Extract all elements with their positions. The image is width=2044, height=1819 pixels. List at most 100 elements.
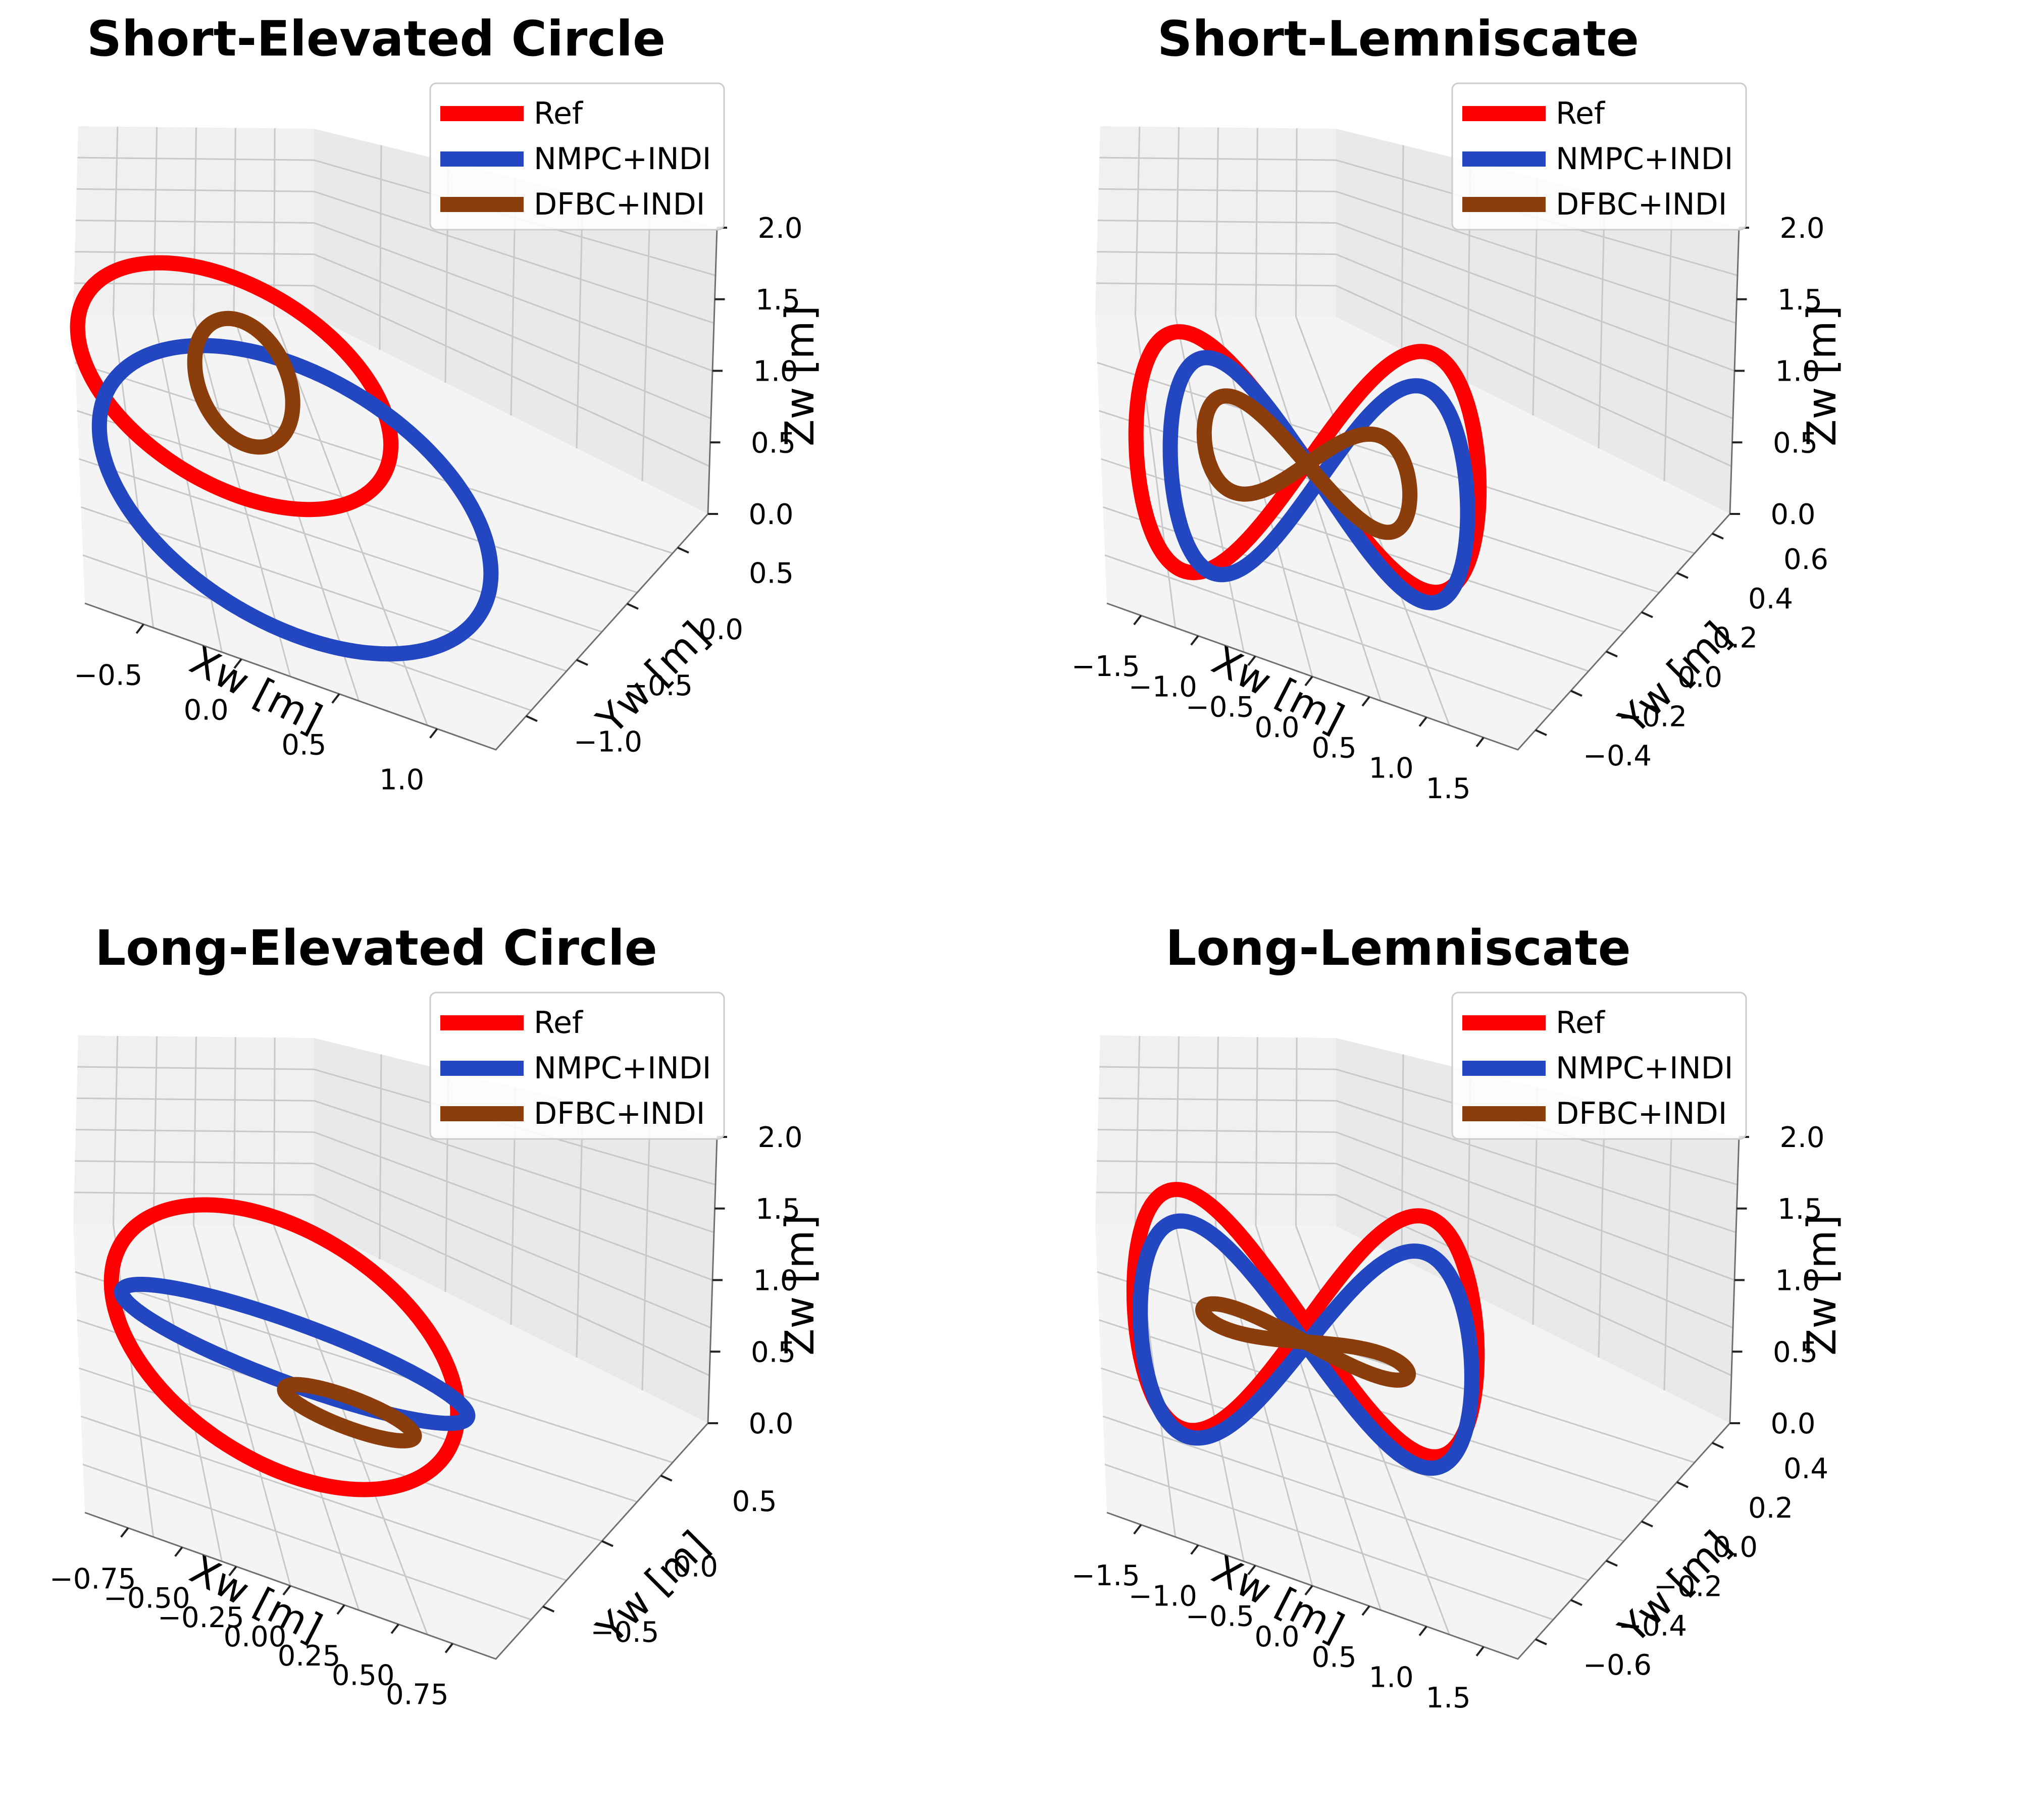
x-tick-label: 1.5 bbox=[1426, 772, 1471, 805]
y-tick-mark bbox=[1712, 1442, 1724, 1449]
x-tick-mark bbox=[282, 1585, 291, 1596]
x-tick-mark bbox=[336, 1604, 345, 1615]
y-tick-mark bbox=[1606, 1560, 1618, 1567]
z-tick-label: 1.0 bbox=[1775, 355, 1820, 388]
y-axis-label: Yw [m] bbox=[588, 613, 718, 743]
z-tick-label: 0.5 bbox=[751, 427, 796, 459]
legend-entry: DFBC+INDI bbox=[1556, 187, 1727, 222]
y-tick-label: −0.5 bbox=[590, 1616, 659, 1649]
z-axis-label: Zw [m] bbox=[1800, 305, 1845, 446]
x-tick-label: −0.5 bbox=[1186, 1600, 1254, 1633]
x-tick-mark bbox=[120, 1527, 129, 1538]
x-tick-mark bbox=[135, 623, 144, 634]
y-tick-mark bbox=[1712, 533, 1724, 540]
y-tick-mark bbox=[1641, 611, 1653, 618]
x-tick-mark bbox=[1247, 655, 1256, 666]
y-tick-mark bbox=[1606, 650, 1618, 658]
y-tick-mark bbox=[677, 546, 689, 554]
y-tick-mark bbox=[627, 603, 639, 610]
x-tick-mark bbox=[174, 1546, 183, 1557]
y-tick-label: 0.2 bbox=[1748, 1492, 1793, 1525]
z-tick-label: 1.5 bbox=[1777, 1193, 1822, 1226]
x-tick-mark bbox=[331, 693, 340, 704]
x-tick-label: −0.75 bbox=[49, 1563, 136, 1596]
x-tick-label: 0.5 bbox=[281, 729, 326, 762]
y-tick-mark bbox=[1535, 1638, 1547, 1645]
pane-floor bbox=[73, 315, 708, 750]
x-tick-label: 0.0 bbox=[1254, 711, 1299, 744]
z-tick-label: 2.0 bbox=[1779, 1121, 1824, 1154]
z-tick-label: 0.0 bbox=[748, 1408, 793, 1440]
z-axis-label: Zw [m] bbox=[1800, 1215, 1845, 1356]
y-tick-label: 0.4 bbox=[1783, 1452, 1828, 1485]
y-tick-mark bbox=[1676, 1481, 1689, 1488]
x-tick-label: −0.5 bbox=[1186, 691, 1254, 724]
legend-entry: DFBC+INDI bbox=[534, 187, 705, 222]
z-tick-label: 1.5 bbox=[1777, 284, 1822, 317]
subplot-4: −1.5−1.0−0.50.00.51.01.5−0.6−0.4−0.20.00… bbox=[1071, 920, 1845, 1714]
x-tick-label: 1.0 bbox=[1369, 1661, 1414, 1694]
legend-entry: NMPC+INDI bbox=[534, 1051, 711, 1086]
z-tick-label: 2.0 bbox=[757, 212, 802, 245]
y-tick-label: 0.0 bbox=[1677, 661, 1722, 694]
series-dfbc-indi bbox=[1195, 1296, 1416, 1388]
x-tick-label: −0.5 bbox=[74, 659, 142, 692]
y-tick-label: 0.4 bbox=[1748, 583, 1793, 615]
x-tick-label: 0.0 bbox=[184, 694, 229, 726]
legend-entry: NMPC+INDI bbox=[534, 141, 711, 177]
x-tick-mark bbox=[1190, 635, 1199, 646]
legend: Ref NMPC+INDI DFBC+INDI bbox=[1451, 82, 1747, 231]
z-tick-label: 0.5 bbox=[1773, 1336, 1818, 1369]
x-tick-mark bbox=[233, 658, 242, 669]
y-tick-label: 0.2 bbox=[1713, 622, 1758, 655]
y-tick-mark bbox=[1676, 571, 1689, 579]
y-tick-label: 0.5 bbox=[749, 557, 794, 590]
series-ref bbox=[104, 1197, 466, 1497]
legend-entry: Ref bbox=[1556, 1005, 1606, 1041]
x-tick-label: 0.50 bbox=[332, 1659, 395, 1692]
y-tick-label: 0.0 bbox=[673, 1551, 718, 1584]
x-tick-label: 0.00 bbox=[224, 1621, 287, 1653]
y-tick-mark bbox=[542, 1605, 555, 1613]
y-tick-label: −1.0 bbox=[574, 725, 642, 758]
y-tick-mark bbox=[526, 715, 538, 722]
legend: Ref NMPC+INDI DFBC+INDI bbox=[429, 992, 725, 1140]
x-tick-mark bbox=[1418, 716, 1427, 727]
x-tick-label: −1.5 bbox=[1071, 1560, 1140, 1592]
x-tick-label: 0.75 bbox=[386, 1678, 449, 1711]
x-tick-mark bbox=[1190, 1544, 1199, 1555]
x-tick-label: 0.5 bbox=[1312, 1641, 1357, 1674]
y-tick-label: 0.5 bbox=[732, 1485, 777, 1518]
legend-entry: Ref bbox=[534, 96, 584, 131]
series-dfbc-indi bbox=[277, 1377, 422, 1448]
y-tick-mark bbox=[1535, 729, 1547, 736]
z-tick-label: 1.0 bbox=[1775, 1265, 1820, 1297]
y-tick-mark bbox=[660, 1474, 673, 1482]
x-tick-mark bbox=[1361, 1605, 1370, 1616]
y-tick-mark bbox=[1570, 690, 1582, 697]
x-tick-label: 1.5 bbox=[1426, 1682, 1471, 1714]
y-tick-label: 0.0 bbox=[698, 613, 743, 646]
y-tick-label: 0.6 bbox=[1783, 543, 1828, 576]
y-tick-mark bbox=[601, 1540, 614, 1547]
legend-entry: DFBC+INDI bbox=[534, 1096, 705, 1131]
legend: Ref NMPC+INDI DFBC+INDI bbox=[1451, 992, 1747, 1140]
legend-entry: Ref bbox=[534, 1005, 584, 1041]
y-tick-label: −0.2 bbox=[1654, 1570, 1722, 1603]
y-tick-label: −0.4 bbox=[1618, 1609, 1687, 1642]
x-tick-mark bbox=[1475, 737, 1485, 748]
x-tick-label: 0.5 bbox=[1312, 732, 1357, 764]
x-tick-label: −0.50 bbox=[104, 1582, 190, 1615]
z-tick-label: 1.0 bbox=[753, 355, 798, 388]
subplot-3: −0.75−0.50−0.250.000.250.500.75 −0.5 0.0 0.… bbox=[49, 920, 823, 1711]
x-tick-mark bbox=[429, 728, 438, 739]
series-ref bbox=[70, 255, 399, 517]
x-tick-label: 0.0 bbox=[1254, 1621, 1299, 1653]
y-tick-mark bbox=[1570, 1599, 1582, 1606]
z-tick-label: 2.0 bbox=[757, 1121, 802, 1154]
z-tick-label: 0.0 bbox=[748, 498, 793, 531]
z-tick-label: 1.5 bbox=[755, 284, 800, 317]
legend-entry: NMPC+INDI bbox=[1556, 1051, 1733, 1086]
subplot-2: −1.5−1.0−0.50.00.51.01.5−0.4−0.20.00.20.… bbox=[1071, 11, 1845, 805]
